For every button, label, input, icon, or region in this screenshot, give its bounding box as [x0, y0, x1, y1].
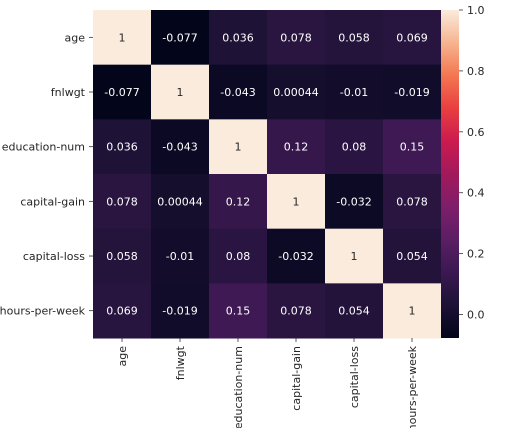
heatmap-cell [151, 174, 210, 230]
heatmap-cell [325, 174, 384, 230]
heatmap-cell [209, 10, 268, 66]
cell-value-label: 0.078 [106, 195, 138, 208]
heatmap-cell [93, 228, 152, 284]
y-tick-label: fnlwgt [51, 86, 86, 99]
cell-value-label: 0.078 [280, 305, 312, 318]
y-tick-label: capital-gain [20, 195, 85, 208]
cell-value-label: -0.077 [162, 31, 197, 44]
cell-value-label: -0.019 [394, 86, 429, 99]
y-axis: age fnlwgt education-num capital-gain capita… [0, 31, 93, 318]
cell-value-label: -0.019 [162, 305, 197, 318]
heatmap-cell [325, 283, 384, 339]
heatmap-cells [93, 10, 442, 339]
heatmap-cell [151, 119, 210, 175]
heatmap-cell [209, 283, 268, 339]
heatmap-cell [383, 283, 442, 339]
heatmap-cell [267, 174, 326, 230]
colorbar: 0.0 0.2 0.4 0.6 0.8 1.0 [441, 4, 485, 338]
heatmap-cell [267, 228, 326, 284]
x-tick-label: capital-gain [290, 346, 303, 411]
cell-value-label: -0.032 [336, 195, 371, 208]
heatmap-cell [383, 64, 442, 120]
heatmap-cell [325, 64, 384, 120]
colorbar-tick-label: 0.4 [467, 187, 485, 200]
cell-value-label: -0.043 [220, 86, 255, 99]
heatmap-cell [151, 283, 210, 339]
cell-value-label: 1 [409, 305, 416, 318]
heatmap-cell [151, 228, 210, 284]
cell-value-label: 0.12 [284, 141, 309, 154]
heatmap-cell [151, 64, 210, 120]
heatmap-cell [93, 174, 152, 230]
y-tick-label: education-num [2, 141, 85, 154]
cell-value-label: 1 [177, 86, 184, 99]
colorbar-tick-label: 0.6 [467, 126, 485, 139]
cell-value-label: 1 [235, 141, 242, 154]
heatmap-cell [209, 64, 268, 120]
heatmap-cell [93, 283, 152, 339]
x-tick-label: hours-per-week [406, 345, 419, 428]
cell-value-label: 0.15 [226, 305, 251, 318]
cell-value-label: 0.036 [222, 31, 254, 44]
colorbar-tick-label: 0.0 [467, 309, 485, 322]
heatmap-cell [151, 10, 210, 66]
colorbar-gradient [441, 10, 459, 338]
cell-value-label: 0.069 [396, 31, 428, 44]
cell-value-label: 0.036 [106, 141, 138, 154]
cell-value-label: -0.01 [340, 86, 368, 99]
cell-value-label: 1 [293, 195, 300, 208]
cell-value-label: -0.077 [104, 86, 139, 99]
cell-value-label: 0.058 [106, 250, 138, 263]
heatmap-cell [209, 174, 268, 230]
cell-value-label: 0.15 [400, 141, 425, 154]
x-axis: age fnlwgt education-num capital-gain capita… [116, 338, 419, 431]
heatmap-cell [325, 228, 384, 284]
cell-value-label: 1 [119, 31, 126, 44]
cell-value-label: 0.00044 [273, 86, 319, 99]
heatmap-cell [383, 228, 442, 284]
heatmap-cell [383, 174, 442, 230]
cell-value-label: 0.078 [396, 195, 428, 208]
x-tick-label: capital-loss [348, 346, 361, 408]
cell-value-label: 0.058 [338, 31, 370, 44]
heatmap-cell [325, 119, 384, 175]
heatmap-cell [93, 64, 152, 120]
y-tick-label: age [65, 31, 86, 44]
cell-value-label: 0.054 [396, 250, 428, 263]
cell-value-label: 0.078 [280, 31, 312, 44]
colorbar-tick-label: 0.2 [467, 248, 485, 261]
cell-value-label: -0.032 [278, 250, 313, 263]
cell-value-label: 0.12 [226, 195, 251, 208]
heatmap-cell [267, 64, 326, 120]
cell-value-label: 0.069 [106, 305, 138, 318]
heatmap-cell [93, 10, 152, 66]
y-tick-label: hours-per-week [0, 305, 86, 318]
cell-value-label: 0.08 [342, 141, 367, 154]
heatmap-cell [93, 119, 152, 175]
colorbar-tick-label: 0.8 [467, 65, 485, 78]
cell-annotations: 1 -0.077 0.036 0.078 0.058 0.069 -0.077 1 -0.043… [104, 31, 429, 317]
heatmap-cell [267, 119, 326, 175]
heatmap-cell [383, 10, 442, 66]
heatmap-cell [267, 10, 326, 66]
y-tick-label: capital-loss [23, 250, 85, 263]
cell-value-label: 0.00044 [157, 195, 203, 208]
heatmap-cell [267, 283, 326, 339]
cell-value-label: -0.01 [166, 250, 194, 263]
x-tick-label: age [116, 346, 129, 367]
heatmap-cell [209, 119, 268, 175]
x-tick-label: education-num [232, 346, 245, 428]
x-tick-label: fnlwgt [174, 345, 187, 380]
cell-value-label: 0.08 [226, 250, 251, 263]
cell-value-label: 0.054 [338, 305, 370, 318]
heatmap-cell [209, 228, 268, 284]
heatmap-cell [383, 119, 442, 175]
heatmap-cell [325, 10, 384, 66]
colorbar-tick-label: 1.0 [467, 4, 485, 17]
cell-value-label: 1 [351, 250, 358, 263]
cell-value-label: -0.043 [162, 141, 197, 154]
